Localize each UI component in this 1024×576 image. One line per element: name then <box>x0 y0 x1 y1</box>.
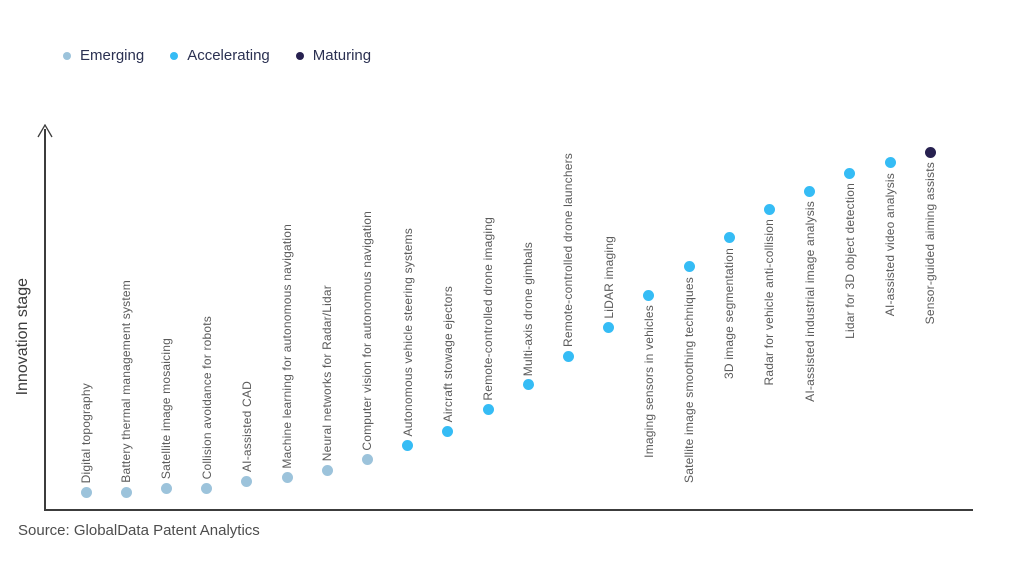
data-point-label: Lidar for 3D object detection <box>842 183 857 340</box>
data-point <box>643 289 655 301</box>
data-point-label: Machine learning for autonomous navigati… <box>280 224 294 469</box>
data-point <box>361 454 373 466</box>
data-point <box>321 465 333 477</box>
data-point <box>442 425 454 437</box>
data-point <box>522 379 534 391</box>
source-note: Source: GlobalData Patent Analytics <box>18 522 260 539</box>
data-point <box>120 486 132 498</box>
data-point-label: Battery thermal management system <box>119 280 134 484</box>
data-point <box>402 440 414 452</box>
legend-label-emerging: Emerging <box>80 47 145 64</box>
data-point <box>160 483 172 495</box>
data-point <box>804 185 816 197</box>
data-point <box>924 146 936 158</box>
data-point-label: Computer vision for autonomous navigatio… <box>360 211 375 451</box>
legend-dot-maturing-icon <box>295 51 304 60</box>
legend-label-accelerating: Accelerating <box>187 47 270 64</box>
data-point <box>763 203 775 215</box>
data-point-label: LiDAR imaging <box>601 235 616 319</box>
data-point-label: Aircraft stowage ejectors <box>440 285 455 423</box>
data-point <box>884 157 896 169</box>
legend-item-emerging: Emerging <box>63 47 144 64</box>
data-point-label: Collision avoidance for robots <box>199 316 214 480</box>
data-point-label: Remote-controlled drone launchers <box>561 153 576 348</box>
data-point <box>201 483 213 495</box>
data-point-label: Satellite image mosaicing <box>159 338 174 480</box>
data-point-label: Digital topography <box>79 382 93 484</box>
data-point <box>241 475 253 487</box>
data-point-label: Radar for vehicle anti-collision <box>762 219 777 386</box>
data-point-label: AI-assisted CAD <box>239 381 254 473</box>
legend-item-accelerating: Accelerating <box>170 47 270 64</box>
data-point-label: AI-assisted video analysis <box>883 172 897 316</box>
data-point-label: Neural networks for Radar/Lidar <box>320 285 335 462</box>
y-axis-arrow-icon <box>37 124 53 138</box>
data-point-label: AI-assisted industrial image analysis <box>802 201 817 403</box>
data-point <box>603 321 615 333</box>
data-point <box>844 167 856 179</box>
legend-item-maturing: Maturing <box>295 47 372 64</box>
data-point-label: Autonomous vehicle steering systems <box>400 228 415 437</box>
data-point-label: Satellite image smoothing techniques <box>682 276 696 483</box>
data-point-label: Multi-axis drone gimbals <box>521 241 536 376</box>
legend-dot-accelerating-icon <box>170 51 179 60</box>
y-axis-line <box>44 129 46 510</box>
data-point <box>281 472 293 484</box>
data-point-label: Sensor-guided aiming assists <box>923 162 938 325</box>
data-point-label: 3D image segmentation <box>722 247 737 379</box>
data-point <box>80 486 92 498</box>
legend-label-maturing: Maturing <box>312 47 372 64</box>
legend: Emerging Accelerating Maturing <box>63 47 371 64</box>
data-point <box>562 350 574 362</box>
x-axis-line <box>44 509 973 511</box>
data-point-label: Imaging sensors in vehicles <box>641 305 656 458</box>
data-point <box>683 261 695 273</box>
data-point-label: Remote-controlled drone imaging <box>481 217 495 401</box>
data-point <box>482 404 494 416</box>
data-point <box>723 232 735 244</box>
legend-dot-emerging-icon <box>63 51 71 60</box>
